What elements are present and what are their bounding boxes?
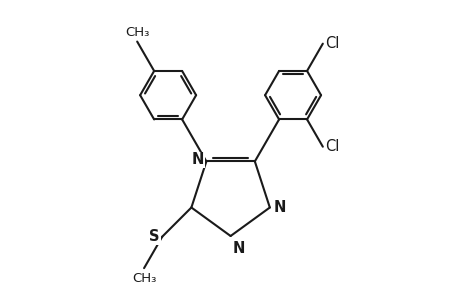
Text: S: S xyxy=(149,229,159,244)
Text: N: N xyxy=(273,200,285,215)
Text: Cl: Cl xyxy=(325,139,339,154)
Text: N: N xyxy=(191,152,203,167)
Text: CH₃: CH₃ xyxy=(125,26,149,39)
Text: Cl: Cl xyxy=(325,36,339,51)
Text: N: N xyxy=(233,241,245,256)
Text: CH₃: CH₃ xyxy=(132,272,156,284)
